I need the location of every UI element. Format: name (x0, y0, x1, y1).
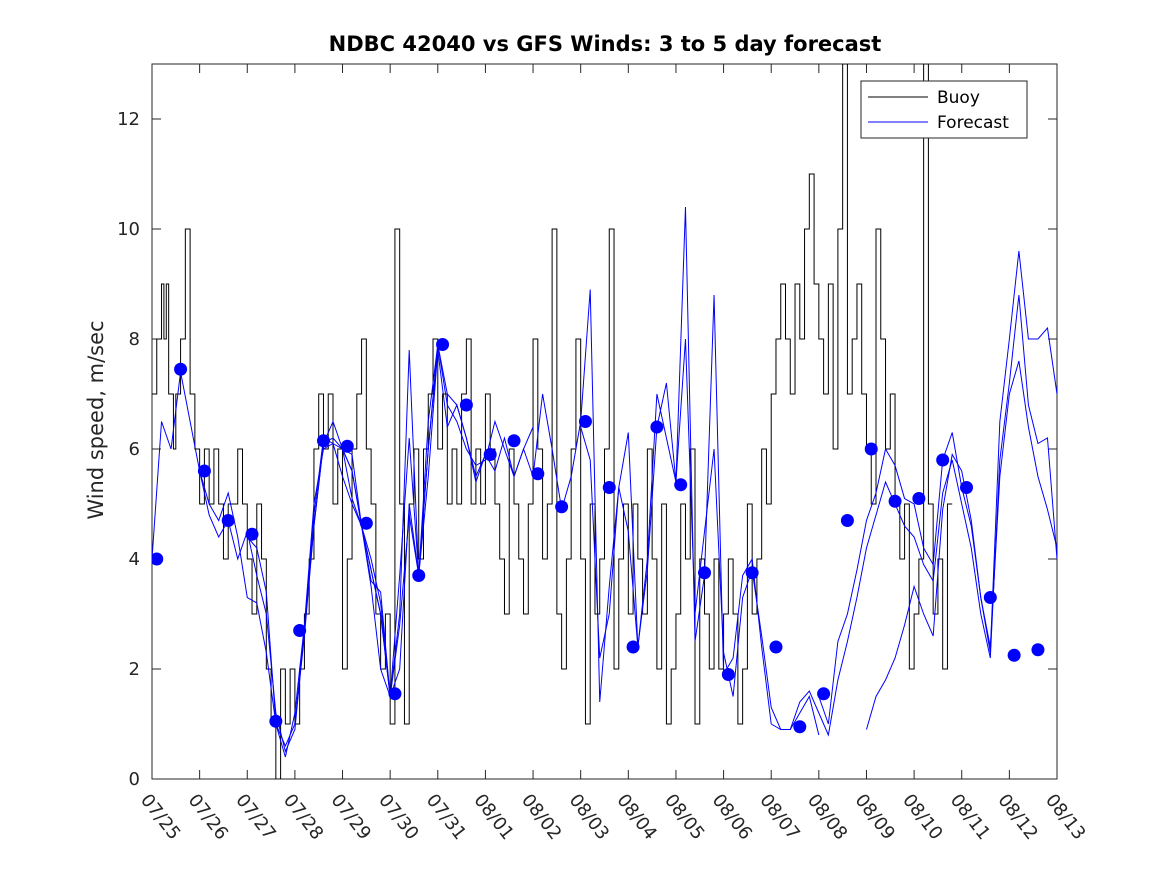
forecast-point (1007, 648, 1021, 662)
forecast-point (316, 434, 330, 448)
forecast-point (221, 514, 235, 527)
forecast-point (793, 720, 807, 734)
forecast-series-line-5 (342, 344, 582, 697)
buoy-series-line (152, 64, 953, 779)
forecast-point (531, 467, 545, 481)
forecast-point (269, 714, 283, 728)
y-tick-label: 12 (117, 109, 140, 130)
forecast-point (864, 442, 878, 456)
y-tick-label: 8 (129, 329, 140, 350)
forecast-point (459, 398, 473, 412)
forecast-series-line-1 (152, 371, 391, 758)
forecast-point (293, 624, 307, 637)
forecast-point (388, 687, 402, 701)
forecast-point (650, 420, 664, 434)
forecast-point (359, 516, 373, 530)
legend-box (860, 80, 1028, 139)
forecast-series-line-9 (818, 294, 1057, 737)
forecast-point (152, 552, 164, 566)
y-tick-label: 10 (117, 219, 140, 240)
forecast-point (626, 640, 640, 654)
forecast-point (840, 514, 854, 527)
forecast-point (888, 494, 902, 508)
forecast-point (769, 640, 783, 654)
forecast-point (983, 591, 997, 604)
legend-label-buoy: Buoy (937, 88, 980, 108)
forecast-series-line-6 (580, 206, 820, 736)
forecast-point (960, 481, 973, 494)
forecast-point (745, 566, 759, 580)
axes-box (151, 63, 1058, 780)
forecast-series-line-2 (199, 349, 439, 754)
forecast-point (936, 453, 950, 467)
forecast-point (602, 481, 616, 494)
forecast-point (578, 415, 592, 428)
forecast-point (912, 492, 926, 505)
forecast-series-line-4 (294, 344, 534, 725)
plotted-data (152, 64, 1057, 779)
forecast-point (698, 566, 712, 580)
forecast-series-line-8 (818, 250, 1057, 725)
y-tick-label: 2 (129, 659, 140, 680)
forecast-point (1031, 643, 1045, 657)
y-tick-label: 4 (129, 549, 140, 570)
forecast-point (340, 439, 354, 453)
legend-label-forecast: Forecast (937, 113, 1009, 133)
forecast-point (412, 569, 426, 582)
forecast-point (674, 478, 688, 492)
forecast-point (483, 448, 497, 461)
y-axis-label: Wind speed, m/sec (84, 320, 108, 519)
forecast-point (721, 668, 735, 681)
forecast-point (174, 362, 188, 376)
chart-title: NDBC 42040 vs GFS Winds: 3 to 5 day fore… (329, 32, 882, 56)
forecast-point (817, 687, 831, 701)
y-tick-label: 6 (129, 439, 140, 460)
legend: Buoy Forecast (860, 80, 1028, 139)
forecast-series-line-10 (865, 360, 1057, 730)
forecast-point (555, 500, 569, 514)
forecast-point (197, 464, 211, 478)
forecast-point (436, 338, 450, 351)
forecast-point (245, 527, 259, 541)
forecast-point (507, 434, 521, 448)
forecast-series-line-3 (246, 349, 486, 748)
y-tick-label: 0 (129, 769, 140, 790)
